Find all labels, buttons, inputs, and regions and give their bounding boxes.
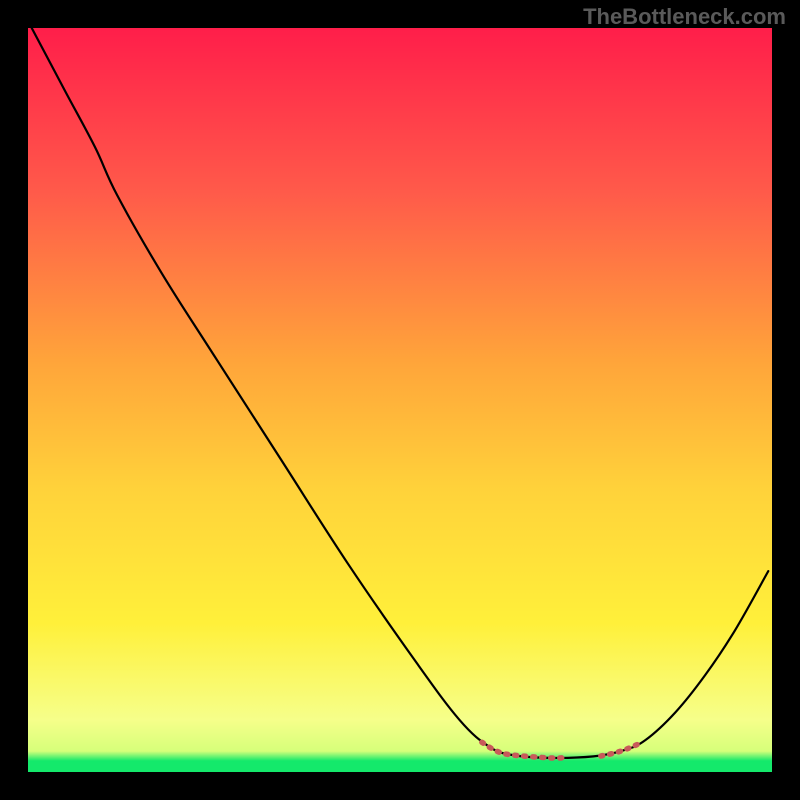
chart-container: TheBottleneck.com xyxy=(0,0,800,800)
gradient-background xyxy=(28,28,772,772)
plot-area xyxy=(28,28,772,772)
chart-svg xyxy=(28,28,772,772)
attribution-text: TheBottleneck.com xyxy=(583,4,786,30)
